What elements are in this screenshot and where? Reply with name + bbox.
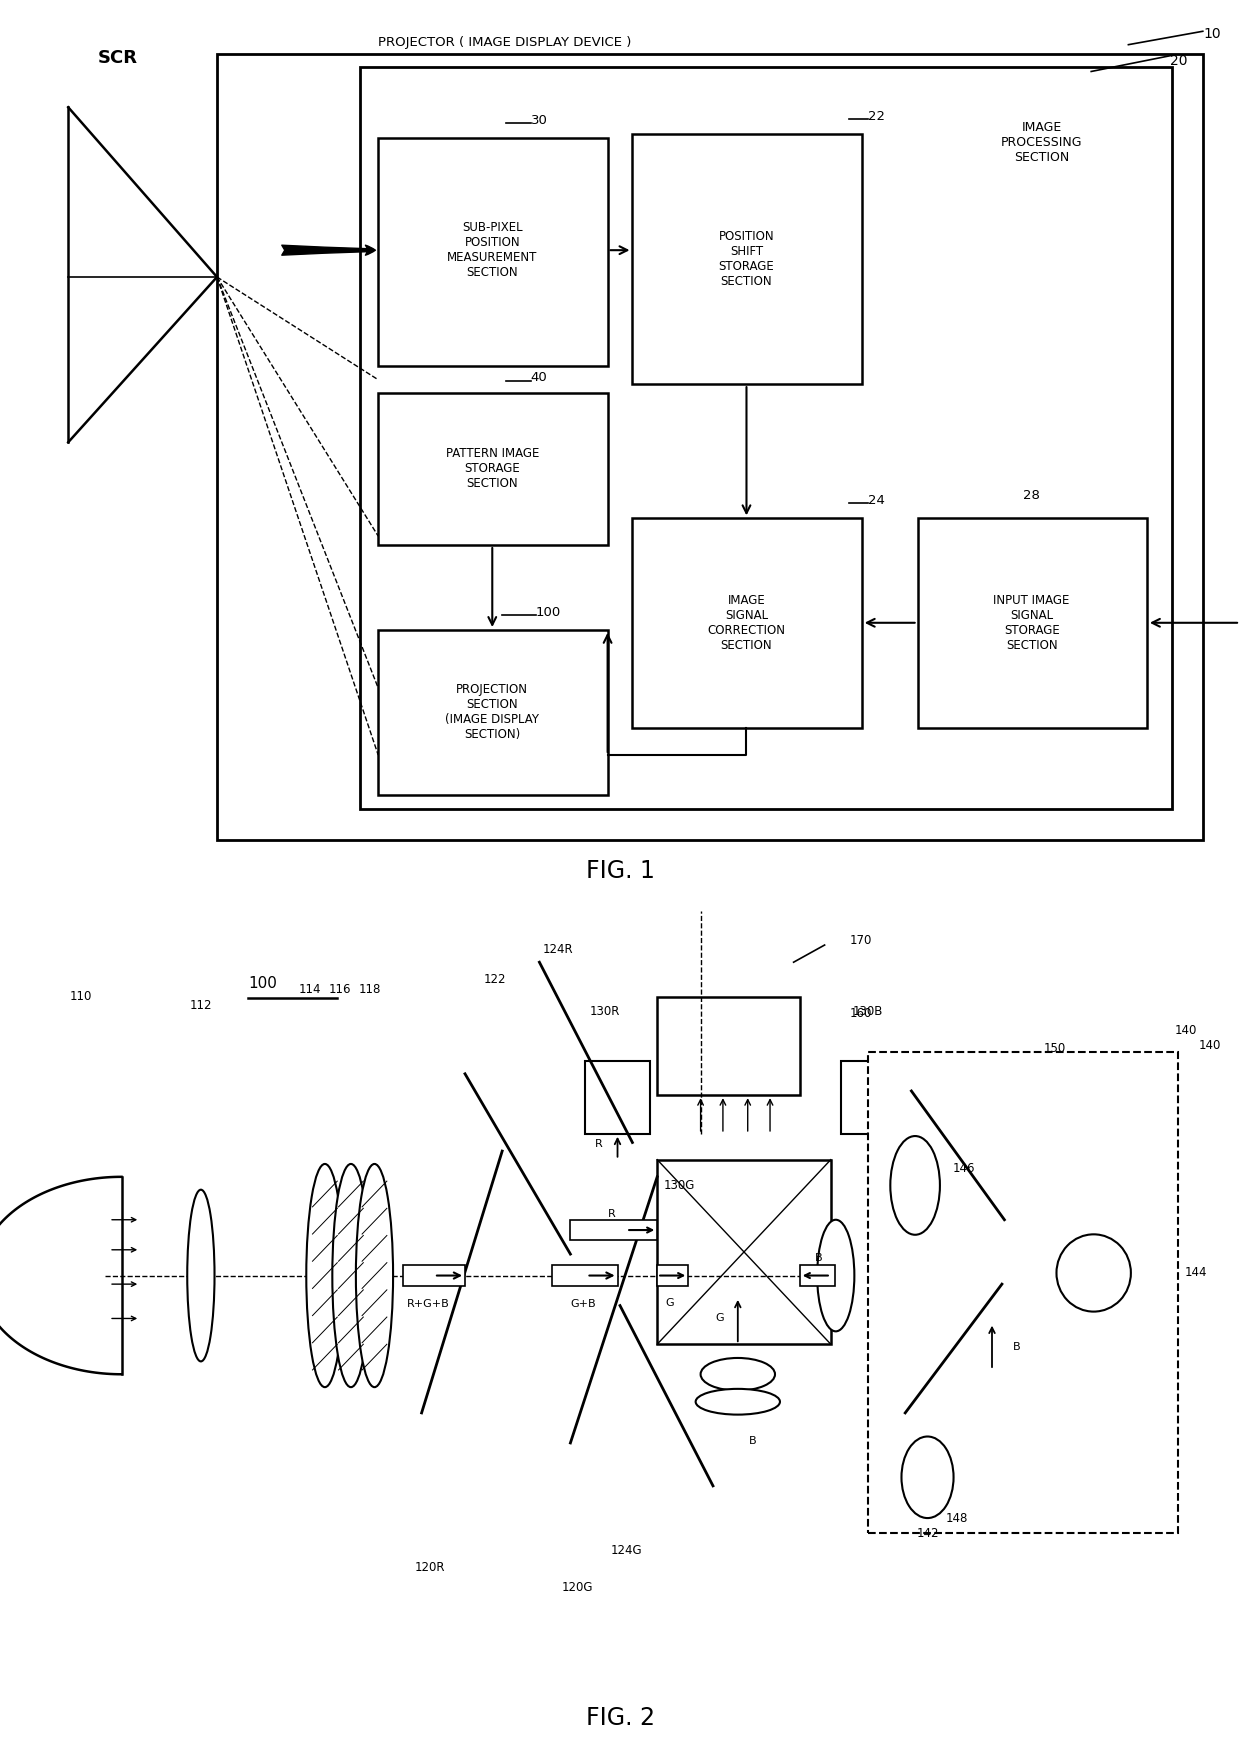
Text: G+B: G+B — [570, 1298, 595, 1309]
Text: 122: 122 — [484, 972, 506, 986]
Polygon shape — [403, 1265, 465, 1286]
FancyBboxPatch shape — [632, 135, 862, 384]
Text: PROJECTOR ( IMAGE DISPLAY DEVICE ): PROJECTOR ( IMAGE DISPLAY DEVICE ) — [378, 37, 631, 49]
Text: 120G: 120G — [562, 1580, 594, 1594]
Text: 160: 160 — [849, 1007, 872, 1020]
Ellipse shape — [332, 1163, 370, 1388]
FancyBboxPatch shape — [378, 138, 608, 366]
Text: 22: 22 — [868, 110, 885, 123]
Text: R+G+B: R+G+B — [407, 1298, 449, 1309]
Text: 148: 148 — [946, 1512, 968, 1524]
Text: PROJECTION
SECTION
(IMAGE DISPLAY
SECTION): PROJECTION SECTION (IMAGE DISPLAY SECTIO… — [445, 683, 539, 741]
FancyBboxPatch shape — [378, 631, 608, 795]
FancyBboxPatch shape — [585, 1062, 650, 1134]
Text: 150: 150 — [1044, 1041, 1066, 1055]
Text: 100: 100 — [536, 606, 560, 618]
FancyBboxPatch shape — [918, 519, 1147, 729]
Text: IMAGE
PROCESSING
SECTION: IMAGE PROCESSING SECTION — [1001, 121, 1083, 165]
Text: 120R: 120R — [415, 1561, 445, 1573]
Text: 40: 40 — [531, 371, 548, 384]
Text: 142: 142 — [916, 1526, 939, 1540]
Text: 170: 170 — [849, 934, 872, 948]
Ellipse shape — [356, 1163, 393, 1388]
Text: PATTERN IMAGE
STORAGE
SECTION: PATTERN IMAGE STORAGE SECTION — [445, 447, 539, 491]
Text: 140: 140 — [1199, 1039, 1221, 1051]
FancyBboxPatch shape — [217, 54, 1203, 839]
Text: 114: 114 — [299, 983, 321, 997]
Text: 30: 30 — [531, 114, 548, 128]
Polygon shape — [552, 1265, 618, 1286]
Text: B: B — [1013, 1342, 1021, 1353]
Ellipse shape — [701, 1358, 775, 1391]
Text: B: B — [815, 1253, 822, 1263]
Text: IMAGE
SIGNAL
CORRECTION
SECTION: IMAGE SIGNAL CORRECTION SECTION — [708, 594, 785, 652]
Text: 130G: 130G — [663, 1179, 694, 1191]
FancyBboxPatch shape — [378, 392, 608, 545]
Text: G: G — [715, 1312, 723, 1323]
Text: POSITION
SHIFT
STORAGE
SECTION: POSITION SHIFT STORAGE SECTION — [719, 230, 774, 287]
FancyBboxPatch shape — [868, 1053, 1178, 1533]
Text: 10: 10 — [1204, 26, 1221, 40]
Ellipse shape — [187, 1190, 215, 1361]
Ellipse shape — [817, 1219, 854, 1332]
Text: 20: 20 — [1171, 54, 1188, 68]
FancyBboxPatch shape — [632, 519, 862, 729]
Ellipse shape — [306, 1163, 343, 1388]
Text: 24: 24 — [868, 494, 885, 506]
Ellipse shape — [696, 1389, 780, 1414]
Text: R: R — [608, 1209, 615, 1219]
Text: 100: 100 — [248, 976, 277, 992]
Text: 124R: 124R — [543, 943, 573, 957]
Text: R: R — [595, 1139, 603, 1149]
Text: 144: 144 — [1184, 1267, 1207, 1279]
Text: 110: 110 — [69, 990, 92, 1004]
Text: 146: 146 — [952, 1162, 975, 1176]
FancyBboxPatch shape — [360, 67, 1172, 809]
FancyBboxPatch shape — [657, 1160, 831, 1344]
Text: SUB-PIXEL
POSITION
MEASUREMENT
SECTION: SUB-PIXEL POSITION MEASUREMENT SECTION — [448, 221, 537, 279]
Polygon shape — [657, 1265, 688, 1286]
Text: 116: 116 — [329, 983, 351, 997]
Text: SCR: SCR — [98, 49, 138, 67]
Text: INPUT IMAGE
SIGNAL
STORAGE
SECTION: INPUT IMAGE SIGNAL STORAGE SECTION — [993, 594, 1070, 652]
Text: 140: 140 — [1174, 1025, 1197, 1037]
Text: 112: 112 — [190, 999, 212, 1011]
Ellipse shape — [890, 1135, 940, 1235]
Ellipse shape — [1056, 1235, 1131, 1312]
Text: FIG. 2: FIG. 2 — [585, 1706, 655, 1729]
Ellipse shape — [901, 1437, 954, 1517]
Text: B: B — [749, 1437, 756, 1445]
Text: G: G — [666, 1298, 673, 1309]
Text: 28: 28 — [1023, 489, 1040, 503]
Polygon shape — [570, 1219, 657, 1240]
Text: 130R: 130R — [590, 1006, 620, 1018]
Text: 124G: 124G — [610, 1544, 642, 1558]
Text: FIG. 1: FIG. 1 — [585, 858, 655, 883]
FancyBboxPatch shape — [841, 1062, 905, 1134]
FancyBboxPatch shape — [657, 997, 800, 1095]
Text: 130B: 130B — [853, 1006, 883, 1018]
Text: 118: 118 — [358, 983, 381, 997]
Polygon shape — [800, 1265, 835, 1286]
